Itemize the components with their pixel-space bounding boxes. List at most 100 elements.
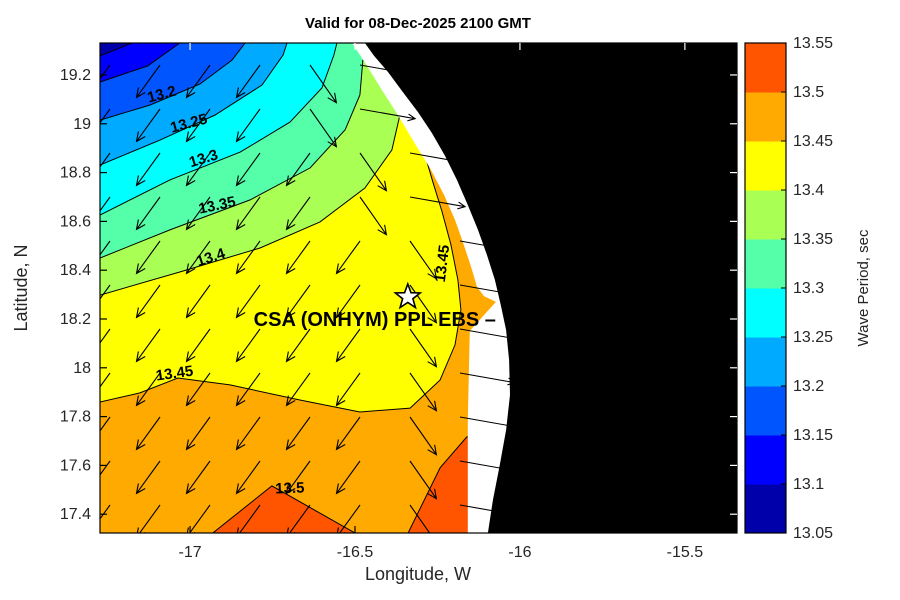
x-tick-label: -16 xyxy=(508,544,531,561)
quiver-arrow xyxy=(409,240,438,280)
colorbar-tick-label: 13.3 xyxy=(793,280,824,297)
colorbar-tick-label: 13.35 xyxy=(793,231,833,248)
axes-layer: -17 -16.5 -16 -15.5 19.2 19 18.8 18.6 18.4 18.2 18… xyxy=(60,42,738,561)
quiver-arrow xyxy=(100,240,111,256)
quiver-arrow xyxy=(409,196,467,210)
quiver-arrow xyxy=(409,460,438,500)
colorbar-segment xyxy=(745,239,786,289)
plot-title: Valid for 08-Dec-2025 2100 GMT xyxy=(305,15,531,32)
y-tick-label: 18.2 xyxy=(60,311,91,328)
contour-line-13.35 xyxy=(100,59,364,259)
quiver-arrow xyxy=(335,460,361,495)
y-axis-label: Latitude, N xyxy=(11,244,31,331)
quiver-arrow xyxy=(335,372,361,407)
quiver-arrow xyxy=(185,108,211,143)
quiver-arrow xyxy=(135,416,161,451)
colorbar-segment xyxy=(745,288,786,338)
colorbar-segment xyxy=(745,484,786,534)
quiver-arrow xyxy=(135,108,161,143)
quiver-arrow xyxy=(335,416,361,451)
quiver-arrow xyxy=(185,284,211,319)
quiver-arrow xyxy=(285,416,311,451)
colorbar-segment xyxy=(745,435,786,485)
quiver-arrow xyxy=(135,64,161,99)
quiver-arrow xyxy=(285,196,311,231)
colorbar-tick-label: 13.15 xyxy=(793,427,833,444)
quiver-arrow xyxy=(235,108,261,143)
quiver-arrow xyxy=(100,504,111,520)
y-tick-label: 18.6 xyxy=(60,213,91,230)
x-axis-label: Longitude, W xyxy=(365,564,471,584)
quiver-arrow xyxy=(235,152,261,187)
quiver-arrow xyxy=(285,284,311,319)
plot-frame xyxy=(99,42,738,534)
quiver-arrow xyxy=(100,284,111,300)
station-label: CSA (ONHYM) PPL EBS – xyxy=(254,309,496,331)
quiver-arrow xyxy=(359,108,417,122)
y-tick-label: 17.8 xyxy=(60,409,91,426)
y-tick-label: 17.4 xyxy=(60,506,91,523)
quiver-arrow xyxy=(135,460,161,495)
x-tick-label: -15.5 xyxy=(667,544,704,561)
quiver-arrow xyxy=(236,504,261,533)
quiver-arrow xyxy=(100,152,111,168)
quiver-arrow xyxy=(409,504,436,533)
quiver-arrow xyxy=(185,372,211,407)
quiver-arrow xyxy=(309,108,338,148)
quiver-arrow xyxy=(235,328,261,363)
quiver-arrow xyxy=(286,504,311,533)
contour-label-13.2: 13.2 xyxy=(146,83,179,107)
station-star-marker xyxy=(393,281,423,310)
colorbar-segment xyxy=(745,141,786,191)
quiver-arrow xyxy=(185,416,211,451)
quiver-arrow xyxy=(100,64,111,80)
colorbar-segment xyxy=(745,190,786,240)
x-tick-label: -17 xyxy=(178,544,201,561)
quiver-arrow xyxy=(100,328,111,344)
colorbar-tick-label: 13.55 xyxy=(793,35,833,52)
y-tick-label: 18 xyxy=(73,360,91,377)
quiver-arrow xyxy=(335,328,361,363)
contour-line-13.3 xyxy=(100,43,338,216)
quiver-arrow xyxy=(235,196,261,231)
quiver-arrow xyxy=(135,372,161,407)
quiver-arrow xyxy=(135,196,161,231)
quiver-arrow xyxy=(285,240,311,275)
quiver-arrow xyxy=(235,64,261,99)
quiver-arrow xyxy=(100,416,111,432)
quiver-arrow xyxy=(235,460,261,495)
quiver-arrow xyxy=(409,416,438,456)
quiver-arrow xyxy=(100,108,111,124)
colorbar-tick-label: 13.4 xyxy=(793,182,824,199)
quiver-arrow xyxy=(135,284,161,319)
contour-line-13.5 xyxy=(211,485,357,533)
contour-line-13.15 xyxy=(100,43,181,83)
quiver-arrow xyxy=(185,460,211,495)
quiver-arrow xyxy=(185,240,211,275)
quiver-arrow xyxy=(409,284,438,324)
quiver-arrow xyxy=(359,196,388,236)
y-tick-label: 17.6 xyxy=(60,457,91,474)
colorbar-segment xyxy=(745,43,786,93)
contour-line-13.2 xyxy=(100,43,246,121)
quiver-arrow xyxy=(235,240,261,275)
quiver-arrow xyxy=(185,196,211,231)
colorbar-tick-label: 13.25 xyxy=(793,329,833,346)
colorbar: 13.05 13.1 13.15 13.2 13.25 13.3 13.35 13.4 13.4… xyxy=(744,35,833,542)
quiver-arrow xyxy=(235,416,261,451)
quiver-arrow xyxy=(285,460,311,495)
quiver-arrow xyxy=(335,240,361,275)
colorbar-tick-label: 13.1 xyxy=(793,476,824,493)
quiver-arrow xyxy=(100,196,111,212)
contour-label-13.45: 13.45 xyxy=(155,363,195,385)
quiver-arrow xyxy=(136,504,161,533)
contour-line-13.25 xyxy=(100,43,288,166)
quiver-arrow xyxy=(135,240,161,275)
colorbar-segment xyxy=(745,337,786,387)
quiver-arrow xyxy=(409,328,438,368)
quiver-arrow xyxy=(185,152,211,187)
contour-line-13.1 xyxy=(100,43,133,57)
quiver-arrow xyxy=(185,64,211,99)
